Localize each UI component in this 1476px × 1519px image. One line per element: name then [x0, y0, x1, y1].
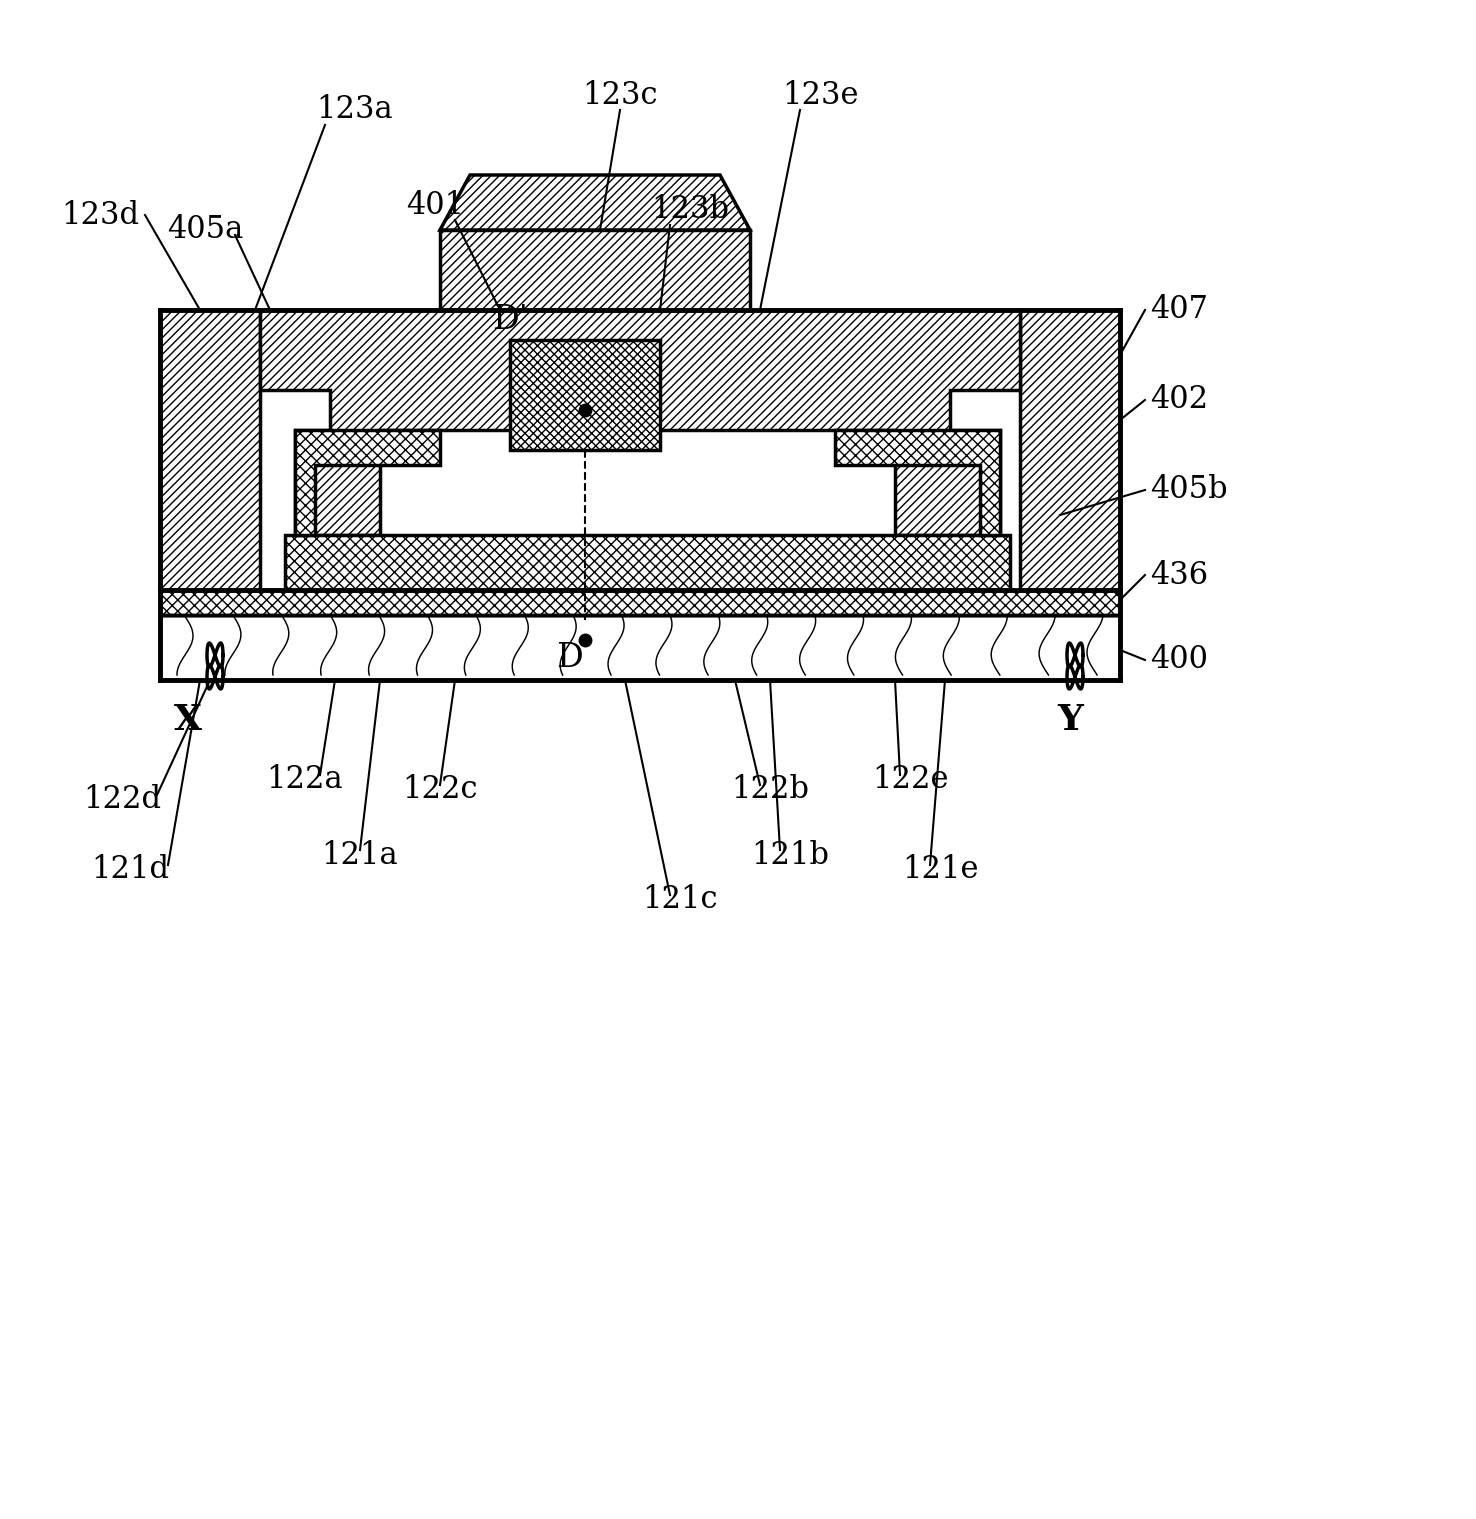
Text: 123d: 123d — [61, 199, 139, 231]
Text: 405a: 405a — [167, 214, 244, 246]
Text: 122e: 122e — [872, 764, 948, 796]
Polygon shape — [835, 430, 1001, 535]
Polygon shape — [440, 175, 750, 229]
Text: 121c: 121c — [642, 884, 717, 916]
Polygon shape — [440, 229, 750, 310]
Text: Y: Y — [1057, 703, 1083, 737]
Polygon shape — [511, 340, 660, 450]
Text: 123a: 123a — [317, 94, 393, 126]
Polygon shape — [159, 310, 260, 589]
Text: 122b: 122b — [731, 775, 809, 805]
Text: 121a: 121a — [322, 840, 399, 870]
Text: 121e: 121e — [902, 855, 979, 886]
Polygon shape — [159, 589, 1120, 615]
Polygon shape — [295, 430, 440, 535]
Polygon shape — [260, 310, 1020, 535]
Text: 123c: 123c — [582, 79, 658, 111]
Text: X: X — [174, 703, 202, 737]
Polygon shape — [1020, 310, 1120, 589]
Text: 122d: 122d — [83, 784, 161, 816]
Polygon shape — [285, 535, 1010, 589]
Text: 121d: 121d — [92, 855, 168, 886]
Text: D: D — [556, 643, 583, 674]
Polygon shape — [159, 615, 1120, 681]
Text: 407: 407 — [1150, 295, 1207, 325]
Text: 400: 400 — [1150, 644, 1207, 676]
Text: 123b: 123b — [651, 194, 729, 225]
Text: 402: 402 — [1150, 384, 1209, 416]
Text: 121b: 121b — [751, 840, 830, 870]
Text: 436: 436 — [1150, 559, 1209, 591]
Text: 401: 401 — [406, 190, 463, 220]
Text: 123e: 123e — [782, 79, 858, 111]
Text: 122c: 122c — [403, 775, 478, 805]
Text: 405b: 405b — [1150, 474, 1228, 506]
Text: D': D' — [492, 304, 528, 336]
Text: 122a: 122a — [267, 764, 344, 796]
